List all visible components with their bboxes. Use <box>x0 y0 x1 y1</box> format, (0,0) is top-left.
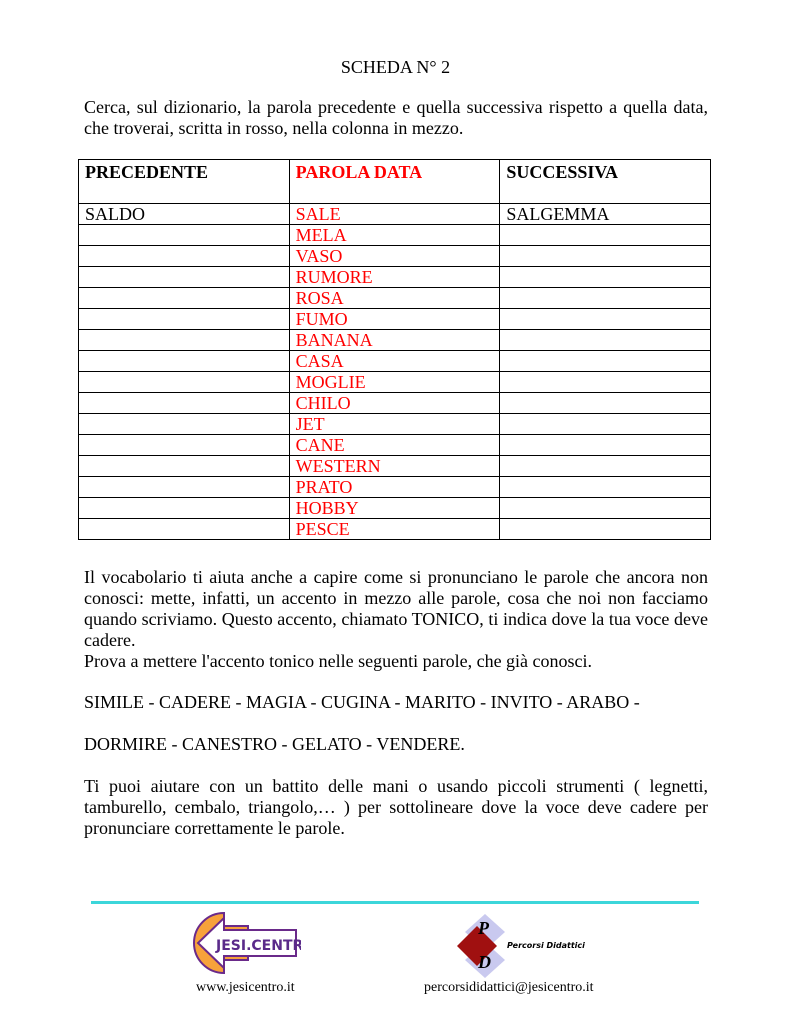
table-row: MELA <box>78 224 711 246</box>
cell-parola-data: VASO <box>288 245 501 267</box>
cell-parola-data: CASA <box>288 350 501 372</box>
cell-successiva[interactable] <box>499 413 711 435</box>
cell-parola-data: CHILO <box>288 392 501 414</box>
svg-text:Percorsi Didattici: Percorsi Didattici <box>507 941 585 950</box>
cell-precedente[interactable] <box>78 476 290 498</box>
cell-parola-data: SALE <box>288 203 501 225</box>
cell-parola-data: ROSA <box>288 287 501 309</box>
svg-text:JESI.CENTRO: JESI.CENTRO <box>215 938 301 954</box>
cell-precedente[interactable] <box>78 245 290 267</box>
cell-precedente[interactable] <box>78 392 290 414</box>
cell-successiva[interactable] <box>499 518 711 540</box>
cell-parola-data: MOGLIE <box>288 371 501 393</box>
cell-precedente[interactable] <box>78 413 290 435</box>
table-header-row: PRECEDENTE PAROLA DATA SUCCESSIVA <box>78 159 711 204</box>
header-parola-data: PAROLA DATA <box>288 159 501 204</box>
cell-successiva[interactable] <box>499 455 711 477</box>
cell-precedente[interactable] <box>78 350 290 372</box>
cell-precedente[interactable] <box>78 266 290 288</box>
email-link[interactable]: percorsididattici@jesicentro.it <box>424 980 594 995</box>
table-row: CHILO <box>78 392 711 414</box>
cell-parola-data: JET <box>288 413 501 435</box>
cell-precedente[interactable]: SALDO <box>78 203 290 225</box>
table-row: HOBBY <box>78 497 711 519</box>
table-row: SALDO SALE SALGEMMA <box>78 203 711 225</box>
paragraph-instruments: Ti puoi aiutare con un battito delle man… <box>84 776 708 838</box>
cell-parola-data: WESTERN <box>288 455 501 477</box>
table-row: MOGLIE <box>78 371 711 393</box>
table-row: PESCE <box>78 518 711 540</box>
table-row: JET <box>78 413 711 435</box>
cell-parola-data: PESCE <box>288 518 501 540</box>
page-title: SCHEDA N° 2 <box>340 57 451 77</box>
cell-successiva[interactable] <box>499 350 711 372</box>
cell-parola-data: FUMO <box>288 308 501 330</box>
cell-parola-data: MELA <box>288 224 501 246</box>
website-link[interactable]: www.jesicentro.it <box>196 980 295 995</box>
table-row: BANANA <box>78 329 711 351</box>
cell-parola-data: BANANA <box>288 329 501 351</box>
table-row: FUMO <box>78 308 711 330</box>
cell-successiva[interactable] <box>499 434 711 456</box>
footer-divider <box>91 901 699 904</box>
header-successiva: SUCCESSIVA <box>499 159 711 204</box>
paragraph-accent: Il vocabolario ti aiuta anche a capire c… <box>84 567 708 672</box>
cell-precedente[interactable] <box>78 224 290 246</box>
table-row: CASA <box>78 350 711 372</box>
paragraph-text: Il vocabolario ti aiuta anche a capire c… <box>84 567 708 650</box>
word-list-2: DORMIRE - CANESTRO - GELATO - VENDERE. <box>84 734 465 754</box>
svg-text:D: D <box>477 952 491 972</box>
table-row: RUMORE <box>78 266 711 288</box>
cell-precedente[interactable] <box>78 455 290 477</box>
table-row: CANE <box>78 434 711 456</box>
svg-text:P: P <box>477 918 490 938</box>
cell-precedente[interactable] <box>78 308 290 330</box>
table-row: WESTERN <box>78 455 711 477</box>
cell-successiva[interactable] <box>499 287 711 309</box>
cell-precedente[interactable] <box>78 434 290 456</box>
cell-parola-data: PRATO <box>288 476 501 498</box>
cell-successiva[interactable] <box>499 371 711 393</box>
cell-parola-data: CANE <box>288 434 501 456</box>
cell-successiva[interactable] <box>499 245 711 267</box>
table-row: ROSA <box>78 287 711 309</box>
jesicentro-logo: JESI.CENTRO <box>193 911 301 975</box>
word-list-1: SIMILE - CADERE - MAGIA - CUGINA - MARIT… <box>84 692 640 712</box>
cell-precedente[interactable] <box>78 518 290 540</box>
word-table: PRECEDENTE PAROLA DATA SUCCESSIVA SALDO SALE… <box>78 159 711 540</box>
cell-successiva[interactable] <box>499 476 711 498</box>
cell-precedente[interactable] <box>78 329 290 351</box>
cell-parola-data: HOBBY <box>288 497 501 519</box>
cell-successiva[interactable] <box>499 266 711 288</box>
percorsi-didattici-logo: P D Percorsi Didattici <box>457 914 585 978</box>
cell-successiva[interactable]: SALGEMMA <box>499 203 711 225</box>
cell-successiva[interactable] <box>499 497 711 519</box>
cell-successiva[interactable] <box>499 224 711 246</box>
instructions: Cerca, sul dizionario, la parola precede… <box>84 97 708 138</box>
cell-precedente[interactable] <box>78 287 290 309</box>
cell-successiva[interactable] <box>499 392 711 414</box>
header-precedente: PRECEDENTE <box>78 159 290 204</box>
paragraph-text: Prova a mettere l'accento tonico nelle s… <box>84 651 593 671</box>
cell-parola-data: RUMORE <box>288 266 501 288</box>
table-row: PRATO <box>78 476 711 498</box>
table-row: VASO <box>78 245 711 267</box>
cell-precedente[interactable] <box>78 497 290 519</box>
cell-successiva[interactable] <box>499 308 711 330</box>
cell-precedente[interactable] <box>78 371 290 393</box>
cell-successiva[interactable] <box>499 329 711 351</box>
